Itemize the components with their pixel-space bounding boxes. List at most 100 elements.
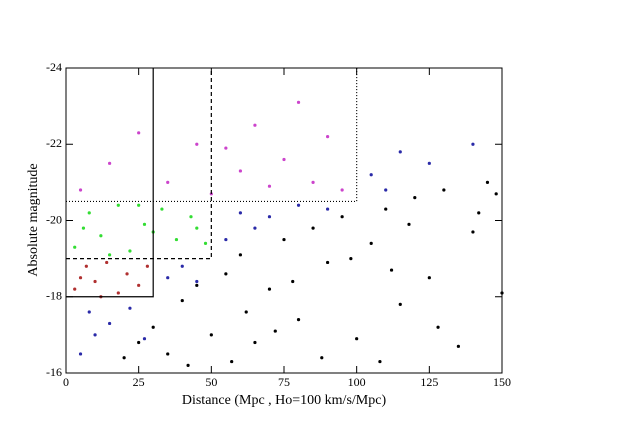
point	[160, 207, 164, 211]
limit-line	[66, 68, 154, 298]
point	[99, 234, 103, 238]
point	[311, 180, 315, 184]
x-tick-label: 125	[420, 375, 438, 389]
x-tick-label: 50	[205, 375, 217, 389]
point	[442, 188, 446, 192]
point	[340, 188, 344, 192]
point	[137, 203, 141, 207]
point	[137, 283, 141, 287]
point	[296, 100, 301, 104]
point	[398, 302, 402, 306]
x-tick-label: 100	[348, 375, 366, 389]
point	[471, 142, 475, 146]
point	[413, 196, 417, 200]
point	[224, 146, 228, 150]
point	[485, 180, 490, 184]
point	[273, 329, 277, 333]
point	[87, 310, 91, 314]
point	[186, 363, 190, 367]
point	[296, 203, 301, 207]
point	[369, 173, 373, 177]
point	[137, 131, 141, 135]
point	[398, 150, 402, 154]
point	[355, 337, 359, 341]
point	[384, 207, 388, 211]
point	[145, 264, 149, 268]
point	[253, 340, 257, 345]
point	[349, 257, 353, 261]
point	[326, 135, 330, 139]
point	[122, 356, 126, 360]
point	[73, 245, 77, 249]
point	[195, 226, 199, 230]
point	[125, 272, 129, 276]
point	[238, 253, 242, 257]
point	[195, 283, 199, 287]
point	[340, 215, 344, 219]
point	[282, 237, 286, 242]
point	[224, 237, 228, 242]
point	[253, 123, 257, 127]
y-tick-label: -20	[46, 212, 62, 226]
point	[436, 325, 440, 329]
point	[108, 161, 112, 165]
point	[81, 226, 86, 230]
point	[267, 184, 272, 188]
point	[296, 318, 301, 322]
point	[209, 333, 213, 337]
x-tick-label: 150	[493, 375, 511, 389]
point	[87, 211, 91, 215]
x-tick-label: 75	[278, 375, 290, 389]
point	[326, 207, 330, 211]
point	[93, 333, 97, 337]
point	[78, 352, 83, 356]
point	[166, 276, 170, 280]
x-tick-label: 25	[133, 375, 145, 389]
y-tick-label: -24	[46, 60, 62, 74]
point	[166, 180, 170, 184]
point	[224, 272, 228, 276]
x-axis-label: Distance (Mpc , Ho=100 km/s/Mpc)	[182, 393, 387, 408]
point	[151, 325, 155, 329]
point	[203, 241, 208, 245]
point	[93, 279, 97, 284]
y-tick-label: -22	[46, 136, 62, 150]
point	[73, 287, 77, 291]
point	[427, 161, 431, 165]
point	[142, 337, 147, 341]
point	[244, 310, 248, 314]
point	[142, 222, 147, 226]
point	[369, 241, 373, 245]
point	[238, 169, 242, 173]
point	[407, 222, 411, 226]
point	[384, 188, 388, 192]
point	[427, 276, 431, 280]
point	[267, 215, 272, 219]
point	[378, 359, 382, 364]
point	[456, 344, 460, 348]
y-axis-label: Absolute magnitude	[26, 163, 41, 276]
point	[128, 249, 132, 253]
point	[471, 230, 475, 234]
point	[195, 279, 199, 284]
point	[78, 276, 83, 280]
point	[128, 306, 132, 310]
point	[78, 188, 83, 192]
point	[137, 340, 141, 345]
point	[195, 142, 199, 146]
x-tick-label: 0	[63, 375, 69, 389]
point	[253, 226, 257, 230]
point	[267, 287, 272, 291]
point	[389, 268, 394, 272]
point	[180, 298, 184, 303]
point	[84, 264, 88, 268]
point	[108, 321, 112, 326]
y-tick-label: -18	[46, 289, 62, 303]
point	[180, 264, 184, 268]
point	[116, 203, 120, 207]
point	[282, 157, 286, 162]
y-tick-label: -16	[46, 365, 62, 379]
limit-line	[66, 68, 212, 260]
point	[230, 359, 234, 364]
